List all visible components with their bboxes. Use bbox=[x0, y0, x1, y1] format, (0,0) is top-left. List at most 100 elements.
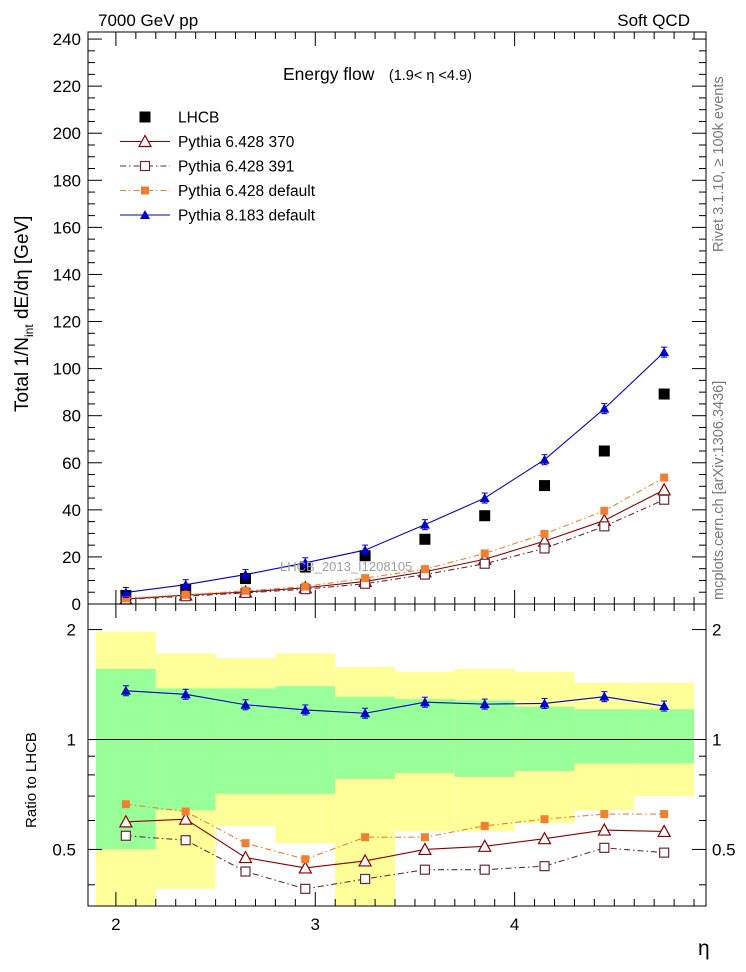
ratio-panel: 2 3 4 0.5 0.5 1 1 2 2 Ratio to LHCB η bbox=[23, 603, 736, 960]
pythia-6-428-370-point bbox=[358, 853, 373, 867]
pythia-8-183-default-point bbox=[659, 347, 670, 357]
pythia-6-428-391-point bbox=[599, 842, 610, 853]
pythia-6-428-default-point bbox=[480, 549, 489, 558]
pythia-6-428-default-line bbox=[125, 803, 665, 860]
pythia-8-183-default-point bbox=[599, 691, 610, 701]
pythia-8-183-default-point bbox=[300, 557, 311, 567]
legend-label-pythia-8-183-default: Pythia 8.183 default bbox=[178, 208, 316, 225]
legend-label-pythia-6-428-391: Pythia 6.428 391 bbox=[178, 159, 294, 176]
y-tick-label: 20 bbox=[62, 548, 81, 567]
lhcb-point bbox=[598, 445, 610, 457]
pythia-8-183-default-point bbox=[479, 493, 490, 503]
x-axis-label: η bbox=[698, 937, 710, 960]
pythia-6-428-370-point bbox=[537, 831, 552, 845]
main-y-ticks: 0 20 40 60 80 100 120 140 160 180 200 220 240 bbox=[53, 30, 706, 614]
y-tick-label: 200 bbox=[53, 124, 81, 143]
legend-pythia-6-428-370-point bbox=[137, 134, 153, 148]
y-tick-label: 180 bbox=[53, 171, 81, 190]
title-range: (1.9< η <4.9) bbox=[389, 68, 472, 84]
pythia-6-428-default-point bbox=[420, 833, 429, 842]
y-tick-label: 140 bbox=[53, 265, 81, 284]
header-left: 7000 GeV pp bbox=[98, 11, 198, 30]
pythia-6-428-default-point bbox=[600, 506, 609, 515]
rivet-label: Rivet 3.1.10, ≥ 100k events bbox=[711, 76, 727, 252]
pythia-6-428-370-point bbox=[657, 824, 672, 838]
x-tick-label: 4 bbox=[510, 915, 519, 934]
pythia-6-428-default-point bbox=[540, 529, 549, 538]
pythia-6-428-default-point bbox=[600, 810, 609, 819]
pythia-8-183-default-point bbox=[240, 699, 251, 709]
pythia-6-428-391-point bbox=[539, 861, 550, 872]
green-band-bin bbox=[454, 700, 515, 777]
pythia-6-428-370-point bbox=[417, 842, 432, 856]
ratio-series bbox=[118, 685, 672, 894]
lhcb-point bbox=[658, 388, 670, 400]
ratio-frame bbox=[87, 603, 707, 907]
pythia-6-428-391-point bbox=[479, 558, 490, 569]
pythia-6-428-default-point bbox=[121, 594, 130, 603]
pythia-8-183-default-point bbox=[360, 545, 371, 555]
pythia-6-428-default-point bbox=[540, 815, 549, 824]
pythia-8-183-default-point bbox=[120, 587, 131, 597]
lhcb-point bbox=[359, 550, 371, 562]
pythia-8-183-default-point bbox=[539, 454, 550, 464]
y-tick-label: 120 bbox=[53, 313, 81, 332]
analysis-watermark: LHCB_2013_I1208105 bbox=[280, 559, 412, 574]
ratio-y-tick-label: 0.5 bbox=[52, 840, 76, 859]
pythia-6-428-default-point bbox=[660, 473, 669, 482]
pythia-6-428-391-line bbox=[125, 499, 665, 600]
pythia-6-428-default-point bbox=[121, 800, 130, 809]
header-right: Soft QCD bbox=[617, 11, 690, 30]
pythia-8-183-default-point bbox=[240, 569, 251, 579]
pythia-8-183-default-point bbox=[419, 519, 430, 529]
pythia-6-428-default-point bbox=[181, 807, 190, 816]
ratio-y-tick-label-right: 2 bbox=[712, 621, 721, 640]
y-tick-label: 100 bbox=[53, 360, 81, 379]
ratio-y-tick-label: 2 bbox=[67, 621, 76, 640]
legend-pythia-6-428-391-point bbox=[139, 160, 151, 172]
main-series bbox=[118, 346, 672, 605]
green-band-bin bbox=[155, 688, 216, 811]
lhcb-point bbox=[539, 480, 551, 492]
pythia-8-183-default-point bbox=[659, 701, 670, 711]
pythia-6-428-370-point bbox=[477, 839, 492, 852]
green-band-bin bbox=[574, 709, 635, 764]
pythia-6-428-370-point bbox=[597, 822, 612, 836]
legend-pythia-6-428-default-point bbox=[141, 186, 149, 195]
pythia-6-428-391-point bbox=[659, 847, 670, 858]
pythia-8-183-default-point bbox=[599, 403, 610, 413]
legend-lhcb-point bbox=[139, 111, 151, 123]
y-tick-label: 80 bbox=[62, 407, 81, 426]
green-band-bin bbox=[514, 706, 575, 771]
green-band-bin bbox=[395, 699, 455, 773]
pythia-8-183-default-point bbox=[180, 579, 191, 589]
legend-pythia-8-183-default-point bbox=[140, 210, 150, 219]
legend-label-pythia-6-428-default: Pythia 6.428 default bbox=[178, 183, 316, 200]
lhcb-point bbox=[479, 510, 491, 522]
pythia-6-428-default-line bbox=[125, 477, 665, 599]
pythia-6-428-default-point bbox=[660, 810, 669, 819]
pythia-8-183-default-point bbox=[300, 704, 311, 714]
pythia-6-428-370-point bbox=[238, 850, 253, 864]
pythia-6-428-391-point bbox=[240, 866, 251, 877]
y-tick-label: 160 bbox=[53, 218, 81, 237]
pythia-6-428-391-point bbox=[300, 883, 311, 894]
pythia-6-428-391-point bbox=[360, 873, 371, 885]
pythia-6-428-default-point bbox=[480, 821, 489, 830]
y-axis-label: Total 1/Nint dE/dη [GeV] bbox=[12, 216, 36, 412]
pythia-6-428-default-point bbox=[181, 590, 190, 599]
pythia-8-183-default-point bbox=[539, 698, 550, 708]
pythia-6-428-default-point bbox=[241, 839, 250, 848]
ratio-y-tick-label-right: 0.5 bbox=[712, 840, 736, 859]
pythia-6-428-370-line bbox=[125, 489, 665, 600]
pythia-6-428-default-point bbox=[361, 833, 370, 842]
pythia-6-428-391-point bbox=[479, 864, 490, 875]
pythia-6-428-391-point bbox=[599, 521, 610, 532]
y-tick-label: 40 bbox=[62, 501, 81, 520]
pythia-6-428-370-line bbox=[125, 818, 665, 869]
pythia-6-428-370-point bbox=[298, 860, 313, 874]
pythia-6-428-default-point bbox=[241, 586, 250, 595]
y-tick-label: 220 bbox=[53, 77, 81, 96]
x-tick-label: 2 bbox=[111, 915, 120, 934]
pythia-6-428-391-point bbox=[419, 864, 431, 875]
